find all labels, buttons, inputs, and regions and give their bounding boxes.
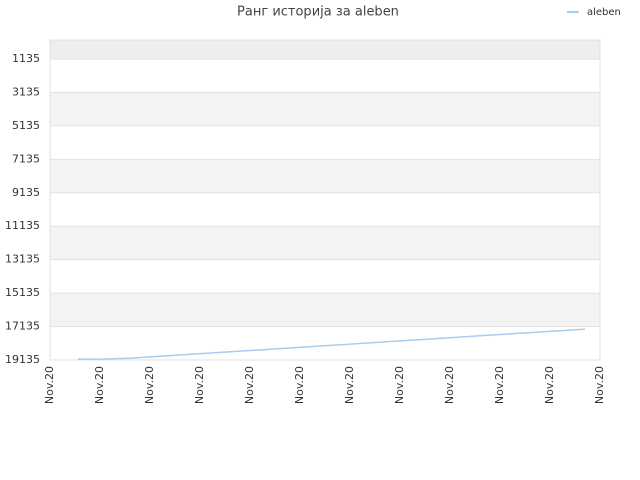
band	[50, 192, 600, 227]
y-tick-label: 7135	[12, 152, 40, 165]
y-tick-label: 17135	[5, 320, 40, 333]
x-tick-label: Nov.20	[193, 366, 206, 404]
x-tick-label: Nov.20	[393, 366, 406, 404]
x-tick-label: Nov.20	[443, 366, 456, 404]
band	[50, 226, 600, 260]
band	[50, 58, 600, 93]
band	[50, 159, 600, 193]
y-tick-label: 19135	[5, 353, 40, 366]
chart-title: Ранг историја за aleben	[237, 5, 399, 20]
x-tick-label: Nov.20	[593, 366, 606, 404]
x-tick-label: Nov.20	[543, 366, 556, 404]
band	[50, 293, 600, 327]
y-tick-label: 15135	[5, 286, 40, 299]
band	[50, 40, 600, 59]
band	[50, 259, 600, 294]
y-tick-label: 5135	[12, 119, 40, 132]
data-line	[77, 328, 586, 360]
x-tick-label: Nov.20	[343, 366, 356, 404]
x-tick-label: Nov.20	[293, 366, 306, 404]
band	[50, 92, 600, 126]
x-tick-label: Nov.20	[493, 366, 506, 404]
legend-label: aleben	[587, 7, 621, 18]
band	[50, 326, 600, 360]
y-tick-label: 1135	[12, 52, 40, 65]
y-tick-label: 13135	[5, 253, 40, 266]
y-tick-label: 11135	[5, 219, 40, 232]
y-tick-label: 9135	[12, 186, 40, 199]
x-tick-label: Nov.20	[43, 366, 56, 404]
x-tick-label: Nov.20	[143, 366, 156, 404]
band	[50, 125, 600, 160]
plot-border	[49, 39, 601, 361]
x-tick-label: Nov.20	[243, 366, 256, 404]
y-tick-label: 3135	[12, 85, 40, 98]
x-tick-label: Nov.20	[93, 366, 106, 404]
